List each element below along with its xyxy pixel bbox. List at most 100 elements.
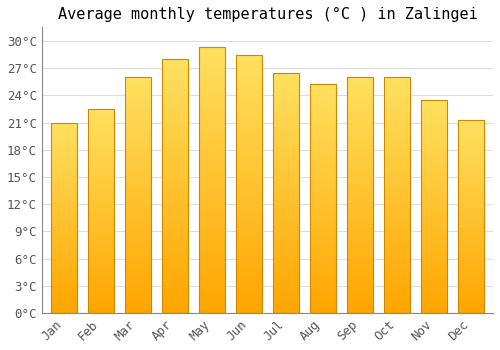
Bar (162, 171, 188, 172)
Bar (310, 166, 336, 167)
Bar (384, 85, 410, 87)
Bar (125, 143, 151, 145)
Bar (125, 177, 151, 178)
Bar (273, 206, 299, 207)
Bar (347, 164, 373, 166)
Bar (162, 294, 188, 295)
Bar (273, 200, 299, 201)
Bar (458, 280, 484, 281)
Bar (458, 171, 484, 172)
Bar (384, 279, 410, 280)
Bar (199, 91, 225, 92)
Bar (310, 250, 336, 251)
Bar (310, 243, 336, 244)
Bar (421, 249, 447, 250)
Bar (310, 119, 336, 120)
Bar (384, 145, 410, 146)
Bar (384, 305, 410, 306)
Bar (458, 283, 484, 284)
Bar (88, 218, 114, 219)
Bar (273, 271, 299, 272)
Bar (347, 184, 373, 186)
Bar (88, 287, 114, 288)
Bar (384, 210, 410, 212)
Bar (458, 143, 484, 144)
Bar (51, 292, 77, 293)
Bar (458, 236, 484, 237)
Bar (273, 264, 299, 265)
Bar (236, 259, 262, 260)
Bar (88, 231, 114, 232)
Bar (458, 276, 484, 277)
Bar (458, 220, 484, 221)
Bar (199, 282, 225, 284)
Bar (199, 241, 225, 243)
Bar (310, 219, 336, 220)
Bar (199, 296, 225, 297)
Bar (162, 245, 188, 246)
Bar (125, 233, 151, 234)
Bar (273, 205, 299, 206)
Bar (458, 226, 484, 227)
Bar (162, 191, 188, 193)
Bar (273, 270, 299, 271)
Bar (458, 160, 484, 161)
Bar (88, 259, 114, 260)
Bar (347, 210, 373, 212)
Bar (236, 280, 262, 281)
Bar (421, 287, 447, 288)
Bar (125, 101, 151, 102)
Bar (162, 284, 188, 285)
Bar (273, 211, 299, 212)
Bar (88, 286, 114, 287)
Bar (162, 106, 188, 107)
Bar (199, 216, 225, 217)
Bar (347, 289, 373, 291)
Bar (310, 114, 336, 116)
Bar (421, 251, 447, 252)
Bar (347, 140, 373, 141)
Bar (310, 121, 336, 122)
Bar (384, 260, 410, 261)
Bar (162, 136, 188, 138)
Bar (236, 202, 262, 203)
Bar (347, 167, 373, 168)
Bar (458, 303, 484, 304)
Bar (273, 259, 299, 260)
Bar (162, 72, 188, 73)
Bar (384, 129, 410, 130)
Bar (384, 311, 410, 312)
Bar (236, 220, 262, 221)
Bar (421, 124, 447, 125)
Bar (199, 51, 225, 52)
Bar (162, 228, 188, 229)
Bar (384, 229, 410, 231)
Bar (162, 260, 188, 261)
Bar (88, 158, 114, 159)
Bar (125, 300, 151, 301)
Bar (51, 309, 77, 310)
Bar (458, 169, 484, 170)
Bar (88, 130, 114, 131)
Bar (125, 195, 151, 196)
Bar (310, 116, 336, 117)
Bar (421, 275, 447, 276)
Bar (236, 233, 262, 234)
Bar (384, 130, 410, 132)
Bar (125, 130, 151, 132)
Bar (458, 240, 484, 241)
Bar (162, 252, 188, 253)
Bar (236, 210, 262, 211)
Bar (310, 226, 336, 227)
Bar (199, 253, 225, 254)
Bar (162, 290, 188, 292)
Bar (125, 223, 151, 225)
Bar (125, 218, 151, 219)
Bar (199, 144, 225, 146)
Bar (273, 235, 299, 236)
Bar (125, 132, 151, 133)
Bar (310, 287, 336, 288)
Bar (236, 97, 262, 98)
Bar (347, 180, 373, 181)
Bar (88, 159, 114, 160)
